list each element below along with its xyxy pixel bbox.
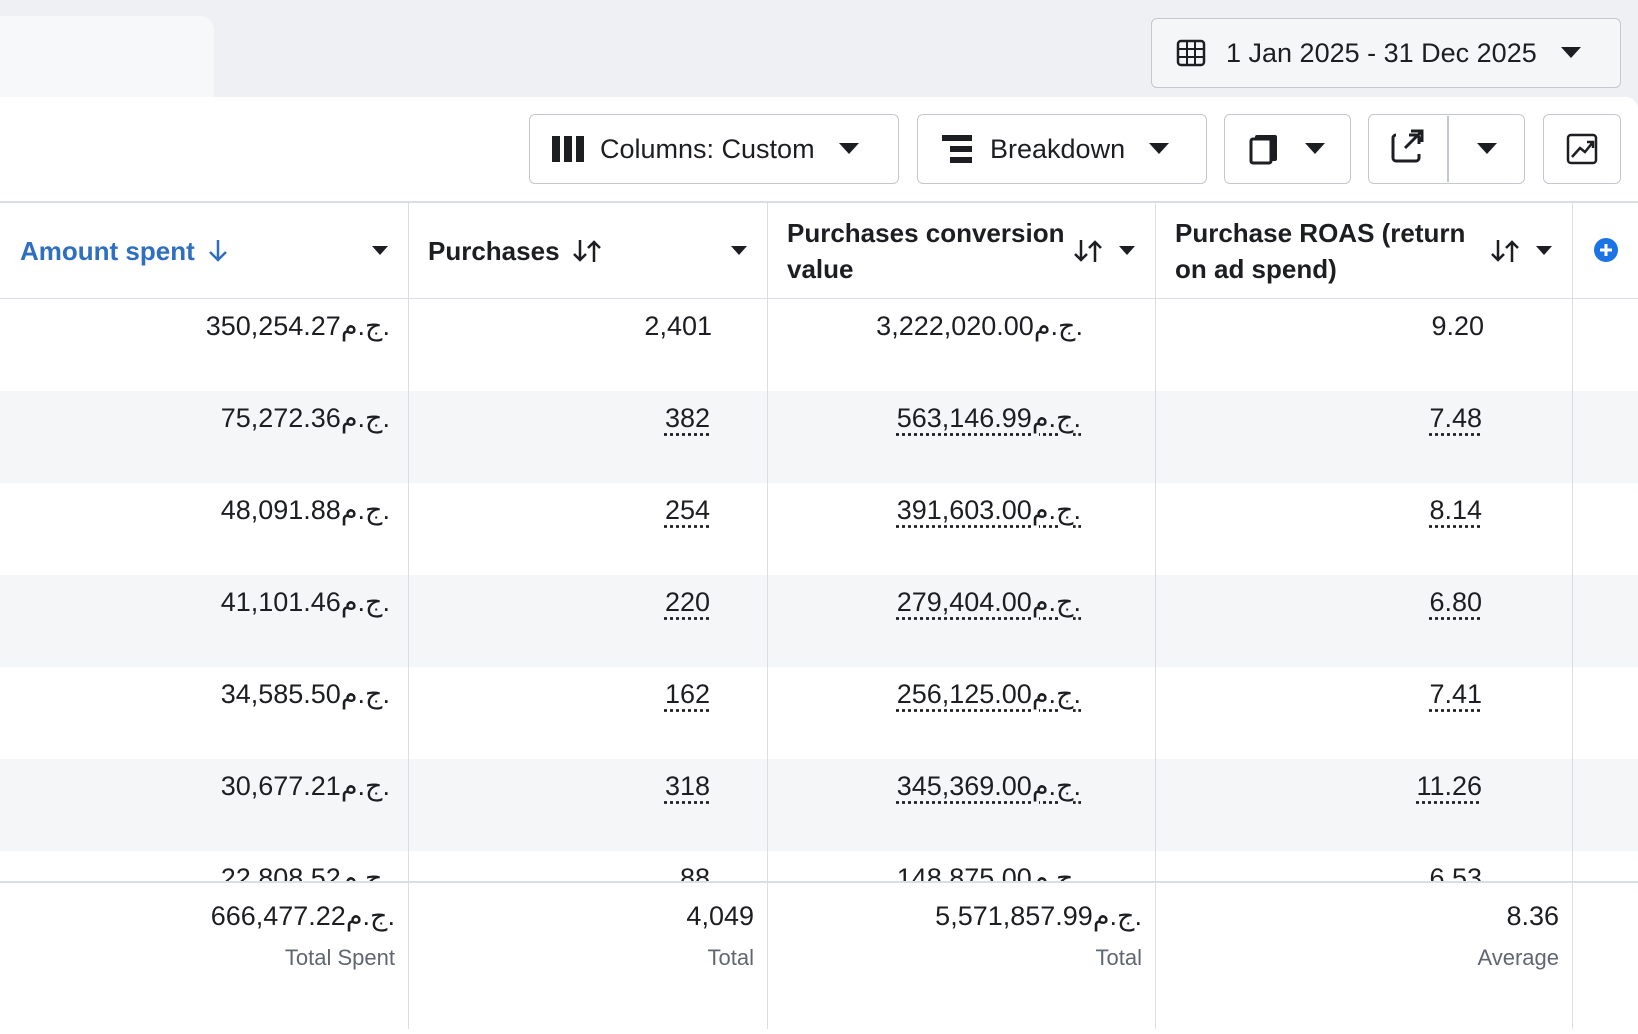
reports-icon [1249,135,1277,165]
caret [838,143,859,154]
columns-button[interactable]: Columns: Custom [529,114,899,184]
table-body: 350,254.27ج.م. 2,401 3,222,020.00ج.م. 9.20 7… [0,299,1638,881]
total-value: 666,477.22ج.م. [210,901,395,931]
cell[interactable]: 318 [664,771,710,801]
column-header[interactable]: Purchases conversion value [767,203,1155,299]
header-menu [731,246,747,256]
columns-label: Columns: Custom [600,133,815,164]
total-label: Total Spent [284,945,395,970]
export-icon [1391,129,1424,163]
header-border [0,201,1638,203]
columns-icon [552,136,584,162]
table-row: 34,585.50ج.م. 162 256,125.00ج.م. 7.41 [0,667,1638,759]
cell[interactable]: 7.48 [1429,403,1482,433]
cell: 75,272.36ج.م. [220,403,390,433]
caret [1560,47,1581,58]
column-line [767,203,768,1029]
table-row: 30,677.21ج.م. 318 345,369.00ج.م. 11.26 [0,759,1638,851]
chart-icon [1566,133,1598,165]
caret [1149,143,1170,154]
cell[interactable]: 254 [664,495,710,525]
cell[interactable]: 6.80 [1429,587,1482,617]
cell[interactable]: 220 [664,587,710,617]
sort-icon [1490,238,1520,264]
header-label: Purchases conversion value [787,218,1065,284]
total-label: Total [1095,945,1142,970]
cell[interactable]: 256,125.00ج.م. [896,679,1081,709]
column-line [1572,203,1573,1029]
divider [1447,116,1449,182]
add-column[interactable] [1593,237,1619,263]
date-range: 1 Jan 2025 - 31 Dec 2025 [1226,37,1537,68]
cell[interactable]: 8.14 [1429,495,1482,525]
breakdown-button[interactable]: Breakdown [917,114,1207,184]
cell: 2,401 [644,311,712,341]
sort-icon [207,238,229,264]
cell[interactable]: 563,146.99ج.م. [896,403,1081,433]
cell[interactable]: 11.26 [1416,771,1482,801]
column-line [1155,203,1156,1029]
cell: 22,808.52ج.م. [220,863,390,881]
tab [0,16,214,106]
reports-button[interactable] [1224,114,1351,184]
cell: 350,254.27ج.م. [205,311,390,341]
table-row: 350,254.27ج.م. 2,401 3,222,020.00ج.م. 9.20 [0,299,1638,391]
cell: 9.20 [1431,311,1484,341]
header-menu [1119,246,1135,256]
chart-button[interactable] [1543,114,1621,184]
cell[interactable]: 6.53 [1429,863,1482,881]
table-row: 41,101.46ج.م. 220 279,404.00ج.م. 6.80 [0,575,1638,667]
date-picker[interactable]: 1 Jan 2025 - 31 Dec 2025 [1151,18,1621,88]
column-header[interactable]: Purchases [408,203,767,299]
breakdown-label: Breakdown [990,133,1126,164]
table-row: 48,091.88ج.م. 254 391,603.00ج.م. 8.14 [0,483,1638,575]
calendar-icon [1176,39,1206,67]
header-menu [372,246,388,256]
table-footer: 666,477.22ج.م. Total Spent 4,049 Total 5,571… [0,881,1638,1029]
header-menu [1536,246,1552,256]
total-label: Total [707,945,754,970]
total-value: 4,049 [686,901,754,931]
sort-icon [1073,238,1103,264]
cell: 30,677.21ج.م. [220,771,390,801]
export-button[interactable] [1368,114,1525,184]
cell[interactable]: 391,603.00ج.م. [896,495,1081,525]
total-value: 8.36 [1506,901,1559,931]
cell: 48,091.88ج.م. [220,495,390,525]
cell[interactable]: 279,404.00ج.م. [896,587,1081,617]
header-label: Amount spent [20,236,195,266]
total-value: 5,571,857.99ج.م. [935,901,1142,931]
cell: 3,222,020.00ج.م. [876,311,1083,341]
total-label: Average [1477,945,1559,970]
cell[interactable]: 162 [664,679,710,709]
column-line [408,203,409,1029]
column-header[interactable]: Amount spent [0,203,408,299]
cell[interactable]: 88 [679,863,710,881]
cell: 34,585.50ج.م. [220,679,390,709]
caret [1476,143,1497,154]
table-row: 75,272.36ج.م. 382 563,146.99ج.م. 7.48 [0,391,1638,483]
cell[interactable]: 382 [664,403,710,433]
cell[interactable]: 7.41 [1429,679,1482,709]
cell[interactable]: 345,369.00ج.م. [896,771,1081,801]
column-header[interactable]: Purchase ROAS (return on ad spend) [1155,203,1572,299]
sort-icon [572,238,602,264]
table-row: 22,808.52ج.م. 88 148,875.00ج.م. 6.53 [0,851,1638,881]
cell[interactable]: 148,875.00ج.م. [896,863,1081,881]
cell: 41,101.46ج.م. [220,587,390,617]
caret [1305,143,1325,154]
header-label: Purchases [428,236,560,266]
breakdown-icon [942,135,972,163]
header-label: Purchase ROAS (return on ad spend) [1175,218,1466,284]
